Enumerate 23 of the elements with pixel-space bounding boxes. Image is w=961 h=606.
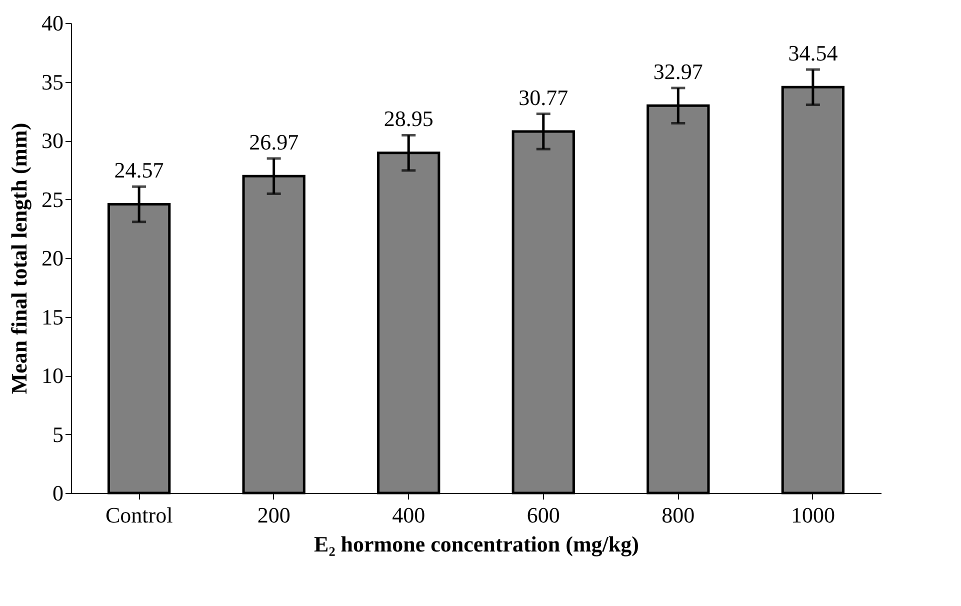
data-label: 26.97 <box>249 129 299 154</box>
x-tick-label: 600 <box>526 502 560 528</box>
data-label: 30.77 <box>518 84 568 110</box>
x-tick-label: 200 <box>257 502 290 528</box>
y-tick-label: 15 <box>42 304 64 330</box>
data-label: 34.54 <box>788 40 838 66</box>
y-tick-label: 0 <box>52 480 64 506</box>
x-tick-label: 400 <box>392 502 426 528</box>
y-tick-label: 40 <box>42 10 64 36</box>
data-label: 24.57 <box>114 158 164 183</box>
x-tick-label: 1000 <box>790 502 835 528</box>
y-tick-label: 25 <box>42 186 64 212</box>
y-tick-label: 35 <box>42 69 64 94</box>
y-tick-label: 5 <box>52 422 64 447</box>
y-tick-label: 10 <box>42 363 64 388</box>
y-tick-label: 20 <box>42 246 64 270</box>
y-tick-label: 30 <box>42 128 64 153</box>
y-axis-title: Mean final total length (mm) <box>6 122 32 394</box>
x-axis-title: E₂ hormone concentration (mg/kg) <box>314 532 639 556</box>
data-label: 32.97 <box>653 58 703 84</box>
data-label: 28.95 <box>384 106 434 132</box>
x-tick-label: Control <box>105 502 173 528</box>
x-tick-label: 800 <box>662 502 695 528</box>
